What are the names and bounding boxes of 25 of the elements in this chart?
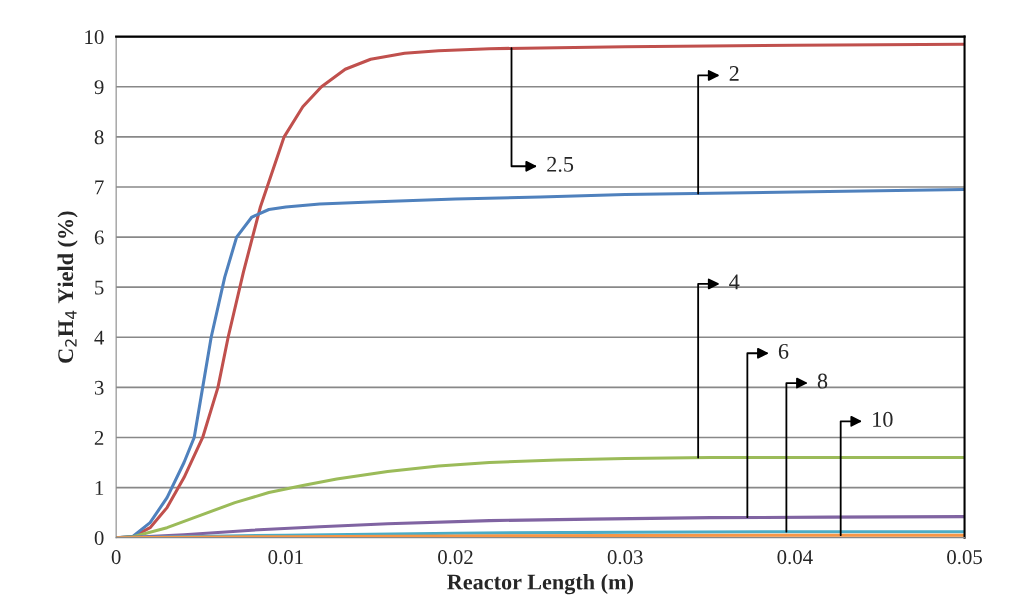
y-tick-label: 0 bbox=[94, 531, 104, 546]
y-tick-label: 2 bbox=[94, 430, 104, 445]
annotation: 6 bbox=[778, 343, 789, 359]
annotation: 2 bbox=[729, 66, 739, 81]
y-tick-label: 7 bbox=[95, 180, 104, 195]
x-tick-label: 0.03 bbox=[607, 550, 643, 565]
y-tick-label: 3 bbox=[94, 380, 104, 395]
x-tick-label: 0.04 bbox=[777, 550, 813, 565]
x-tick-label: 0.05 bbox=[947, 550, 982, 565]
y-tick-label: 5 bbox=[95, 280, 104, 295]
x-axis-title: Reactor Length (m) bbox=[447, 573, 633, 595]
annotation: 4 bbox=[729, 274, 740, 290]
y-tick-label: 8 bbox=[94, 130, 104, 145]
annotation: 10 bbox=[873, 411, 893, 427]
annotation: 2.5 bbox=[547, 156, 574, 172]
y-tick-label: 9 bbox=[94, 80, 104, 95]
annotation: 8 bbox=[817, 373, 828, 389]
y-tick-label: 10 bbox=[85, 30, 104, 45]
x-tick-label: 0.01 bbox=[268, 550, 303, 565]
x-tick-label: 0.02 bbox=[438, 550, 473, 565]
y-tick-label: 6 bbox=[94, 230, 104, 245]
x-tick-label: 0 bbox=[111, 550, 121, 565]
y-tick-label: 4 bbox=[94, 330, 105, 345]
y-axis-title: C$_{2}$H$_{4}$ Yield (%) bbox=[57, 211, 78, 363]
y-tick-label: 1 bbox=[95, 481, 104, 495]
